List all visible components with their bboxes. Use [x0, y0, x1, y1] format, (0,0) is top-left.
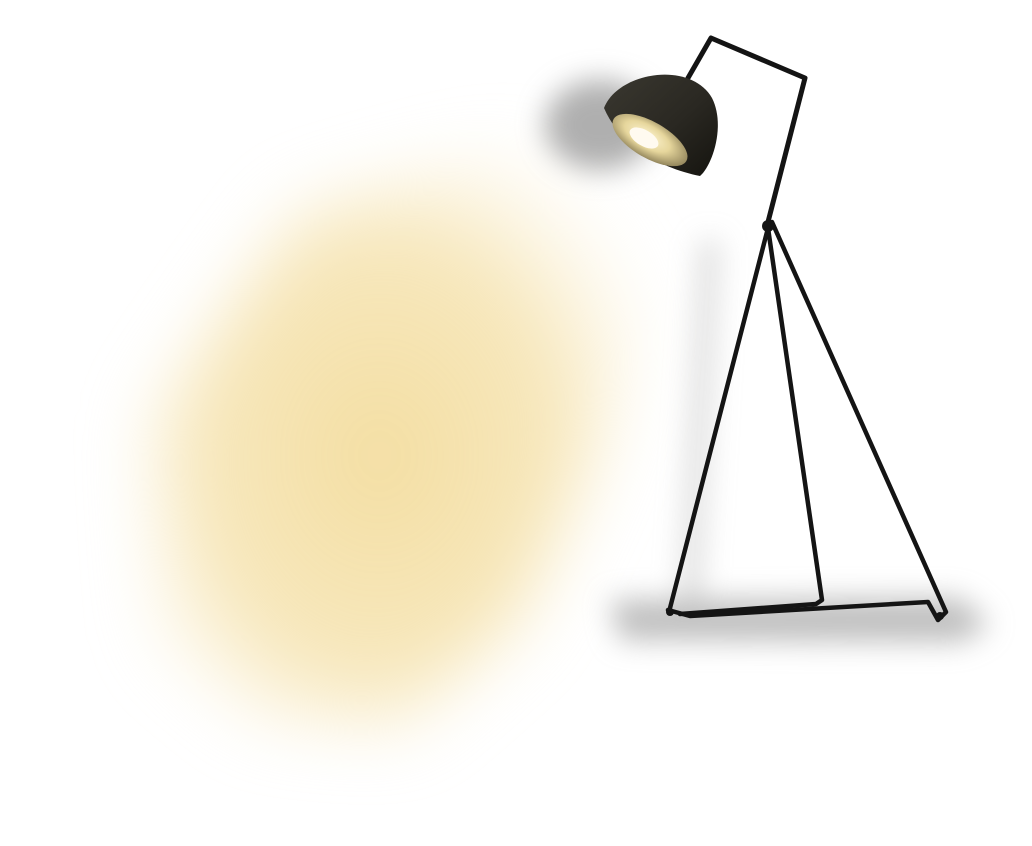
lamp-arm [685, 35, 808, 225]
front-leg [666, 225, 771, 615]
back-leg [677, 225, 825, 617]
lamp-shade [604, 74, 718, 176]
right-leg [665, 219, 949, 623]
foot-right [936, 612, 944, 620]
shade-dome [604, 74, 718, 176]
frame-shadow [680, 240, 720, 600]
floor-shadow [610, 598, 990, 642]
light-cone [150, 120, 660, 730]
bulb [629, 127, 659, 149]
foot-left [666, 608, 674, 616]
lamp-tripod [665, 219, 949, 623]
